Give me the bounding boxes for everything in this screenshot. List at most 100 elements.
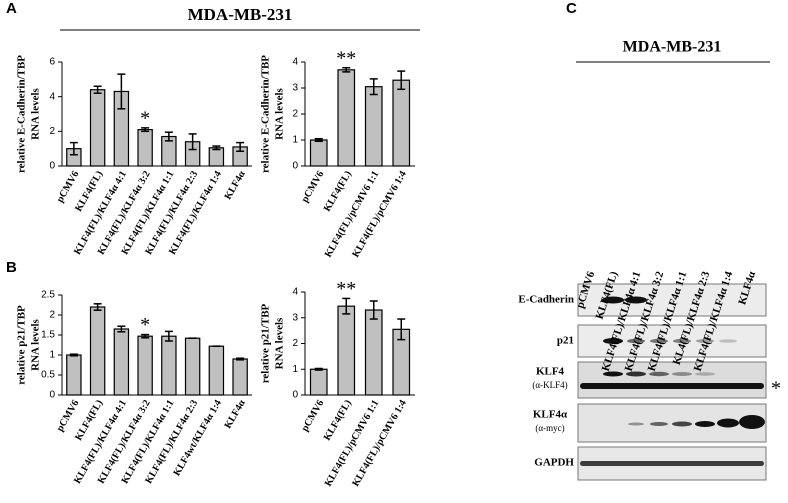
blot-row-label: GAPDH <box>534 457 574 469</box>
y-tick-label: 4 <box>292 287 298 298</box>
bar <box>208 345 225 396</box>
bar <box>309 139 328 167</box>
y-tick-label: 1 <box>292 364 298 375</box>
error-bar <box>117 325 126 333</box>
error-bar <box>397 70 406 91</box>
bar <box>113 328 130 396</box>
bar <box>309 368 328 396</box>
y-axis-label: relative E-Cadherin/TBP <box>260 55 272 173</box>
bar <box>89 89 106 167</box>
band <box>673 338 691 344</box>
y-axis-label: RNA levels <box>274 87 286 139</box>
panel-label: B <box>6 259 17 276</box>
blot-title: MDA-MB-231 <box>623 39 722 56</box>
header-title: MDA-MB-231 <box>188 5 293 24</box>
significance-marker: * <box>140 107 150 129</box>
band <box>695 372 715 376</box>
bar <box>161 335 177 396</box>
y-tick-label: 0 <box>292 161 298 172</box>
x-tick-label: KLF4(FL)/pCMV6 1:4 <box>350 398 409 488</box>
error-bar <box>188 133 197 151</box>
x-tick-label: pCMV6 <box>300 169 327 204</box>
band <box>580 461 764 466</box>
y-tick-label: 0 <box>292 390 298 401</box>
error-bar <box>314 367 323 371</box>
error-bar <box>236 357 245 361</box>
blot-row-label: E-Cadherin <box>518 294 574 306</box>
blot-antibody: (α-myc) <box>535 423 564 433</box>
x-tick-label: KLF4α <box>223 398 248 431</box>
bar <box>184 337 201 396</box>
y-axis-label: RNA levels <box>274 317 286 369</box>
y-tick-label: 4 <box>292 57 298 68</box>
blot <box>577 283 767 481</box>
band <box>739 415 765 429</box>
error-bar <box>93 303 102 311</box>
blot-row-label: KLF4 <box>536 366 565 378</box>
panel-label: A <box>6 0 17 17</box>
y-axis-label: relative E-Cadherin/TBP <box>16 55 28 173</box>
bar <box>364 309 383 396</box>
y-tick-label: 1 <box>292 135 298 146</box>
error-bar <box>164 131 173 142</box>
band <box>719 339 737 343</box>
band <box>602 296 624 304</box>
band <box>650 338 668 344</box>
y-tick-label: 2 <box>292 109 298 120</box>
y-tick-label: 0 <box>49 161 55 172</box>
blot-row-label: p21 <box>557 335 574 347</box>
band <box>695 421 715 427</box>
bar <box>337 305 356 396</box>
significance-marker: ** <box>336 278 356 300</box>
error-bar <box>314 137 323 143</box>
error-bar <box>342 297 351 315</box>
bar <box>337 69 356 167</box>
y-tick-label: 0 <box>49 390 55 401</box>
band <box>696 339 714 343</box>
y-tick-label: 4 <box>49 91 55 102</box>
band <box>649 371 669 377</box>
blot-strip <box>577 361 767 399</box>
band <box>628 422 644 426</box>
error-bar <box>141 333 150 339</box>
error-bar <box>69 353 78 357</box>
blot-row-label: KLF4α <box>533 409 568 421</box>
significance-marker: ** <box>336 47 356 69</box>
blot-antibody: (α-KLF4) <box>532 380 567 390</box>
error-bar <box>397 318 406 341</box>
y-axis-label: relative p21/TBP <box>16 305 28 385</box>
y-axis-label: RNA levels <box>30 318 42 370</box>
band <box>672 372 692 376</box>
y-tick-label: 2 <box>49 310 55 321</box>
error-bar <box>164 330 173 342</box>
y-tick-label: 1.5 <box>41 330 55 341</box>
band <box>603 371 623 377</box>
y-tick-label: 3 <box>292 83 298 94</box>
y-tick-label: 2.5 <box>41 290 55 301</box>
y-tick-label: 2 <box>49 126 55 137</box>
error-bar <box>212 145 221 151</box>
error-bar <box>93 85 102 94</box>
y-axis-label: relative p21/TBP <box>260 303 272 383</box>
y-tick-label: 3 <box>292 312 298 323</box>
band <box>625 296 647 304</box>
band <box>717 418 739 428</box>
bar <box>89 306 106 396</box>
y-axis-label: RNA levels <box>30 87 42 139</box>
x-tick-label: pCMV6 <box>300 398 327 433</box>
x-tick-label: KLF4α <box>223 169 248 202</box>
bar <box>137 129 153 167</box>
x-tick-label: KLF4(FL)/pCMV6 1:4 <box>350 169 409 259</box>
band <box>627 338 645 344</box>
error-bar <box>369 78 378 96</box>
bar <box>364 86 383 167</box>
error-bar <box>369 300 378 320</box>
y-tick-label: 6 <box>49 57 55 68</box>
band <box>650 422 668 426</box>
bar <box>66 354 82 396</box>
band <box>603 338 623 344</box>
blot-marker: * <box>771 378 781 400</box>
bar <box>392 79 411 167</box>
bar <box>137 335 153 396</box>
